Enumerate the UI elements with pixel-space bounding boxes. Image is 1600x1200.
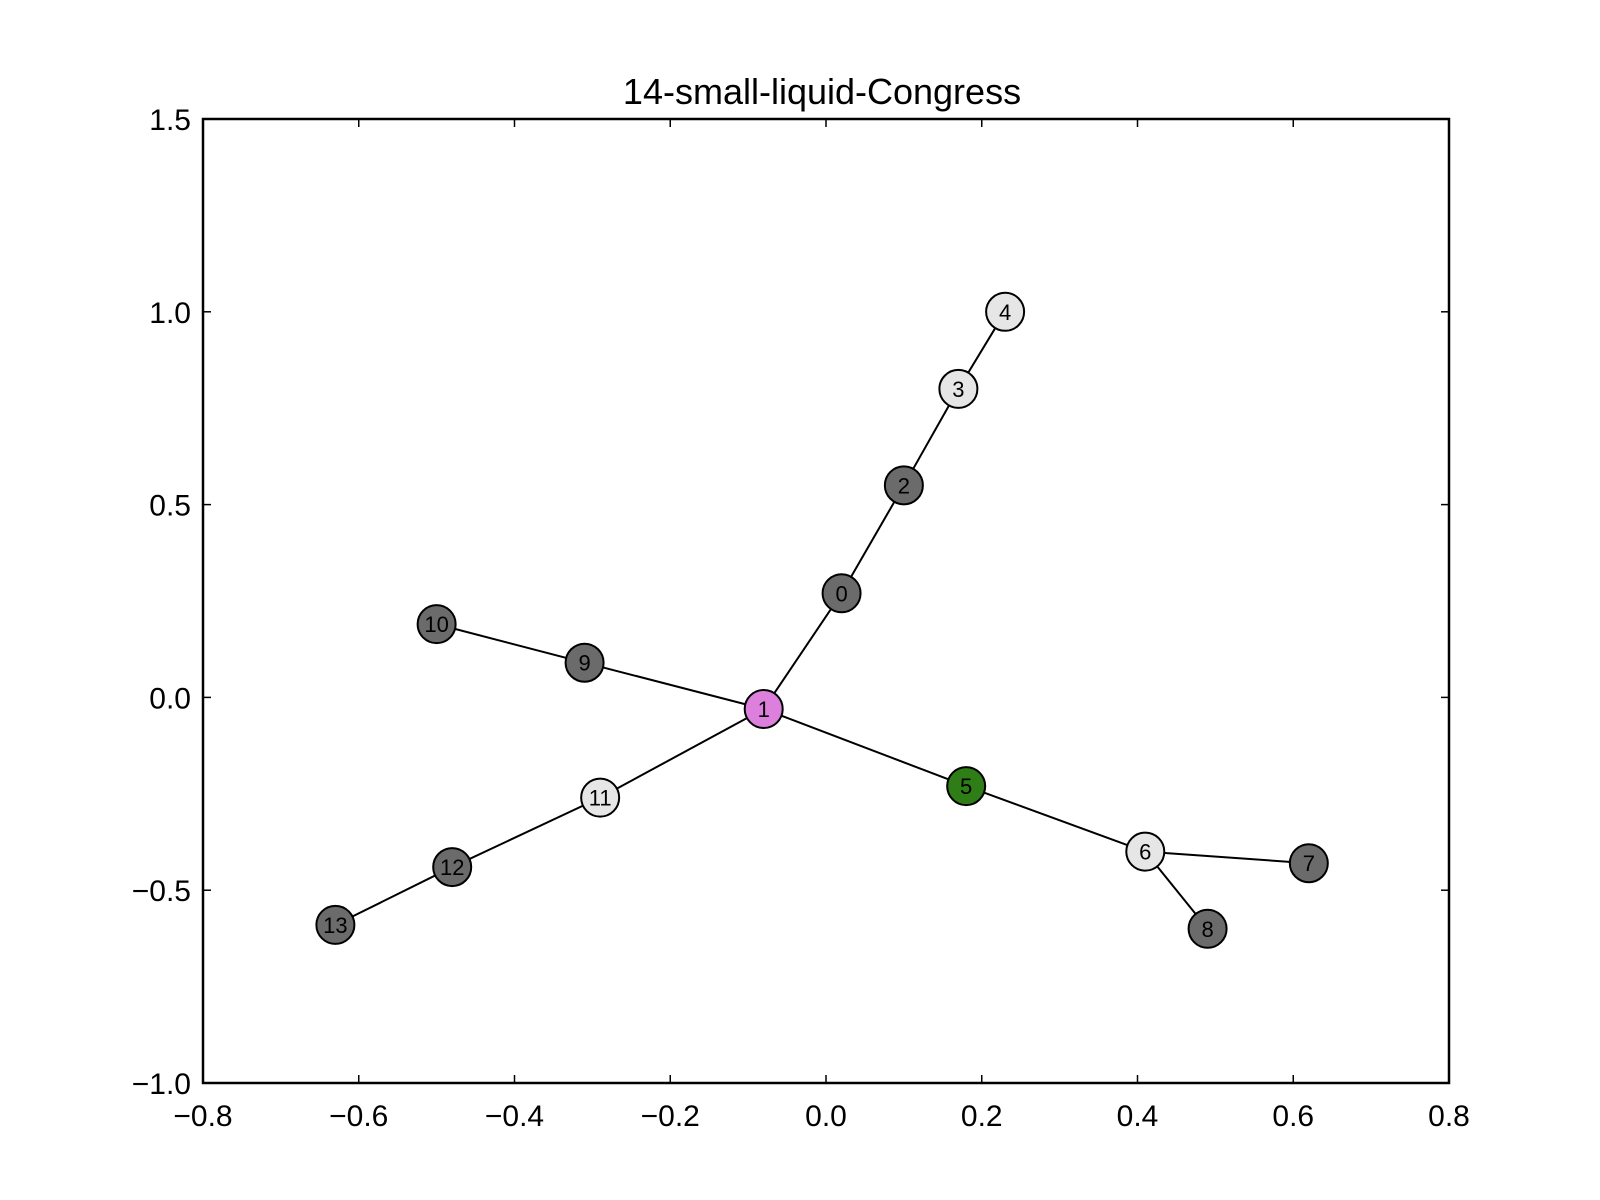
node-marker bbox=[1125, 831, 1166, 872]
node-label: 5 bbox=[960, 774, 972, 799]
x-tick-label: 0.0 bbox=[805, 1100, 847, 1133]
node-12: 12 bbox=[432, 847, 473, 888]
node-9: 9 bbox=[564, 642, 605, 683]
node-marker bbox=[883, 465, 924, 506]
chart-title: 14-small-liquid-Congress bbox=[623, 71, 1021, 112]
node-10: 10 bbox=[416, 604, 457, 645]
axes-layer: −0.8 −0.6 −0.4 −0.2 0.0 0.2 0.4 0.6 0.8 −1.0 −0.5 0… bbox=[132, 104, 1470, 1133]
x-tick-label: 0.8 bbox=[1428, 1100, 1470, 1133]
y-tick-label: −1.0 bbox=[132, 1068, 191, 1101]
edge-9-10 bbox=[436, 623, 585, 664]
node-marker bbox=[580, 777, 621, 818]
node-marker bbox=[564, 642, 605, 683]
y-tick-label: 0.0 bbox=[149, 682, 191, 715]
node-marker bbox=[985, 291, 1026, 332]
edge-5-6 bbox=[965, 785, 1146, 853]
x-tick-label: 0.2 bbox=[961, 1100, 1003, 1133]
edge-12-13 bbox=[334, 866, 453, 926]
node-0: 0 bbox=[821, 573, 862, 614]
node-label: 10 bbox=[424, 612, 448, 637]
node-1: 1 bbox=[743, 688, 784, 729]
node-marker bbox=[821, 573, 862, 614]
node-marker bbox=[743, 688, 784, 729]
node-marker bbox=[315, 904, 356, 945]
x-tick-label: −0.4 bbox=[485, 1100, 544, 1133]
y-tick-label: −0.5 bbox=[132, 875, 191, 908]
edges-layer bbox=[334, 311, 1309, 930]
x-tick-label: 0.6 bbox=[1272, 1100, 1314, 1133]
node-label: 8 bbox=[1201, 917, 1213, 942]
edge-6-7 bbox=[1145, 850, 1309, 865]
node-13: 13 bbox=[315, 904, 356, 945]
node-label: 3 bbox=[952, 377, 964, 402]
edge-1-9 bbox=[584, 661, 764, 710]
edge-0-2 bbox=[840, 484, 905, 594]
node-marker bbox=[938, 368, 979, 409]
x-tick-label: −0.6 bbox=[329, 1100, 388, 1133]
node-label: 13 bbox=[323, 913, 347, 938]
node-11: 11 bbox=[580, 777, 621, 818]
node-marker bbox=[416, 604, 457, 645]
node-label: 0 bbox=[835, 581, 847, 606]
node-label: 7 bbox=[1303, 851, 1315, 876]
node-2: 2 bbox=[883, 465, 924, 506]
node-label: 4 bbox=[999, 300, 1011, 325]
y-tick-label: 0.5 bbox=[149, 490, 191, 523]
node-marker bbox=[946, 766, 987, 807]
y-tick-label: 1.0 bbox=[149, 297, 191, 330]
x-tick-label: −0.8 bbox=[173, 1100, 232, 1133]
node-label: 12 bbox=[440, 855, 464, 880]
node-label: 2 bbox=[898, 473, 910, 498]
node-marker bbox=[432, 847, 473, 888]
node-6: 6 bbox=[1125, 831, 1166, 872]
node-marker bbox=[1187, 908, 1228, 949]
node-4: 4 bbox=[985, 291, 1026, 332]
edge-1-5 bbox=[763, 708, 967, 788]
node-label: 6 bbox=[1139, 840, 1151, 865]
edge-11-12 bbox=[451, 796, 601, 868]
node-marker bbox=[1288, 843, 1329, 884]
edge-0-1 bbox=[762, 592, 843, 710]
node-3: 3 bbox=[938, 368, 979, 409]
node-7: 7 bbox=[1288, 843, 1329, 884]
x-tick-label: 0.4 bbox=[1117, 1100, 1159, 1133]
x-tick-label: −0.2 bbox=[641, 1100, 700, 1133]
node-label: 1 bbox=[758, 697, 770, 722]
node-label: 11 bbox=[589, 786, 612, 811]
node-label: 9 bbox=[578, 651, 590, 676]
y-tick-label: 1.5 bbox=[149, 104, 191, 137]
node-8: 8 bbox=[1187, 908, 1228, 949]
edge-1-11 bbox=[599, 708, 765, 799]
node-5: 5 bbox=[946, 766, 987, 807]
